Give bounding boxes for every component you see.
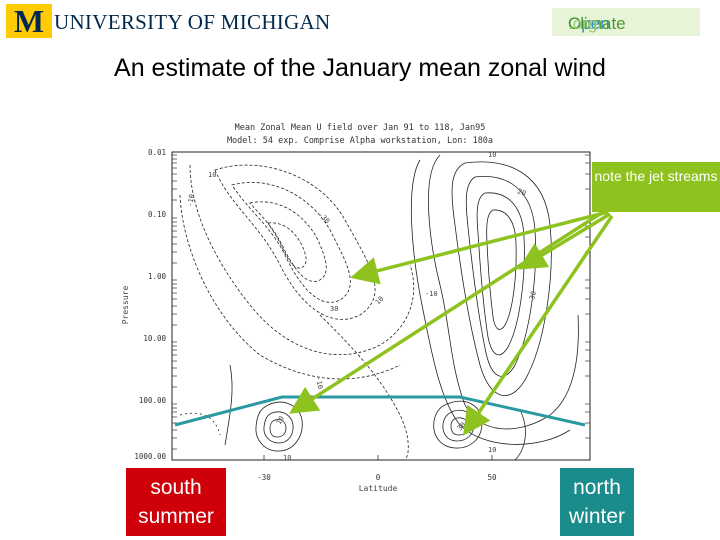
south-summer-label: south summer [126, 468, 226, 536]
y-tick-label: 1000.00 [134, 452, 166, 461]
contour-label: -10 [186, 193, 196, 207]
y-tick-label: 100.00 [139, 396, 167, 405]
jet-streams-note: note the jet streams [592, 162, 720, 212]
y-minor-ticks [172, 154, 177, 450]
openclimate-logo-climate: Climate [568, 14, 626, 33]
x-tick-label: -30 [257, 473, 271, 482]
contour-label: 10 [283, 454, 291, 462]
slide-title: An estimate of the January mean zonal wi… [114, 54, 606, 82]
y-tick-label: 0.01 [148, 148, 166, 157]
y-tick-label: 1.00 [148, 272, 167, 281]
y-tick-label: 10.00 [143, 334, 166, 343]
contour-label: -10 [314, 376, 324, 390]
contour-lines [179, 154, 579, 461]
zonal-wind-contour-plot: Mean Zonal Mean U field over Jan 91 to 1… [121, 123, 591, 493]
x-ticks [263, 455, 493, 460]
x-tick-label: 50 [487, 473, 497, 482]
y-minor-ticks-right [585, 154, 590, 439]
contour-label: -10 [425, 290, 438, 298]
contour-label: 10 [374, 295, 386, 307]
north-winter-label: north winter [560, 468, 634, 536]
contour-label: 30 [528, 290, 538, 300]
openclimate-logo: Open Climate .org [552, 8, 700, 36]
contour-label: 20 [516, 187, 527, 197]
y-tick-label: 0.10 [148, 210, 167, 219]
contour-label: 10 [208, 171, 216, 179]
university-logo-letter: M [13, 3, 45, 39]
plot-title-line1: Mean Zonal Mean U field over Jan 91 to 1… [235, 123, 486, 133]
university-name: UNIVERSITY OF MICHIGAN [54, 10, 331, 34]
contour-label: 10 [488, 151, 496, 159]
y-axis-label: Pressure [121, 286, 130, 325]
university-logo-block-m: M [6, 4, 52, 38]
x-tick-label: 0 [376, 473, 381, 482]
contour-label: 30 [330, 305, 338, 313]
contour-label: 10 [488, 446, 496, 454]
openclimate-logo-open: Open [568, 14, 610, 33]
contour-label: 10 [275, 415, 286, 426]
plot-title-line2: Model: 54 exp. Comprise Alpha workstatio… [227, 136, 493, 146]
plot-frame [171, 151, 591, 461]
contour-labels: -10 10 -30 30 10 -10 -10 10 20 30 10 10 … [186, 151, 538, 462]
x-axis-label: Latitude [359, 484, 398, 493]
openclimate-logo-org: .org [568, 14, 598, 33]
contour-label: 30 [456, 421, 468, 433]
contour-label: -30 [317, 211, 332, 226]
